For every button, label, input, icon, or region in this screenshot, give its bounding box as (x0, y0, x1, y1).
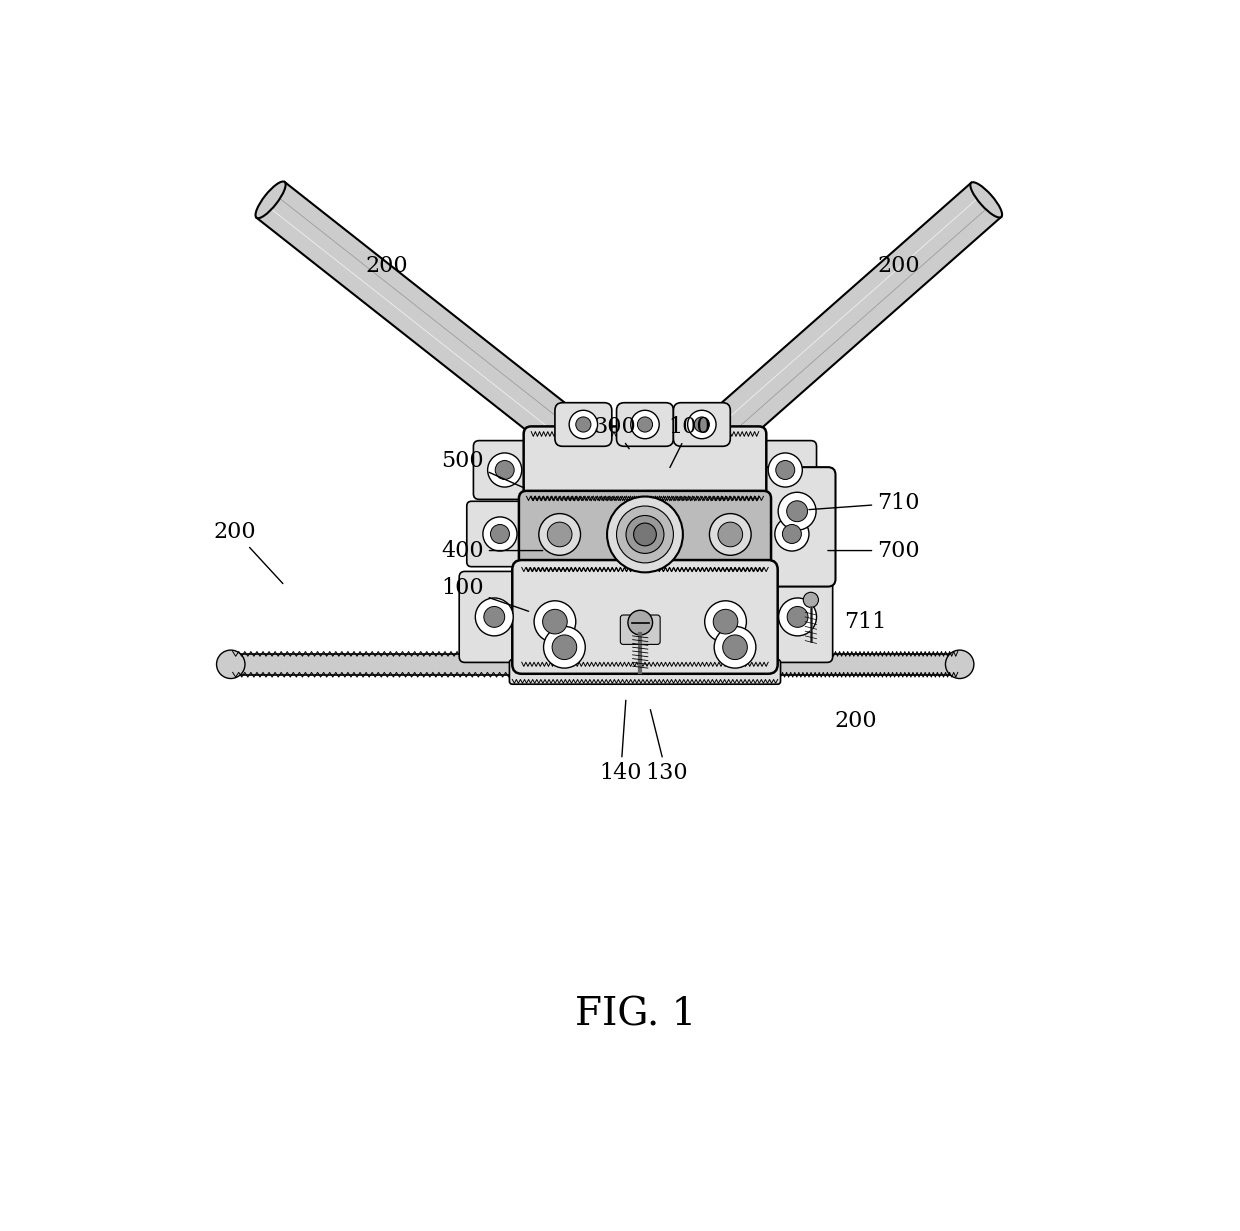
Circle shape (775, 517, 808, 551)
Circle shape (487, 453, 522, 487)
Circle shape (631, 410, 660, 438)
Circle shape (688, 410, 715, 438)
FancyBboxPatch shape (518, 491, 771, 577)
Ellipse shape (229, 654, 236, 675)
Circle shape (945, 650, 973, 678)
FancyBboxPatch shape (763, 571, 832, 662)
Circle shape (769, 453, 802, 487)
Circle shape (547, 522, 572, 547)
Ellipse shape (255, 181, 285, 218)
Circle shape (786, 501, 807, 522)
Text: 300: 300 (593, 416, 636, 449)
FancyBboxPatch shape (759, 467, 836, 587)
FancyBboxPatch shape (510, 660, 780, 684)
FancyBboxPatch shape (673, 403, 730, 447)
Circle shape (709, 513, 751, 555)
Text: 200: 200 (213, 521, 283, 583)
Text: 700: 700 (828, 539, 920, 561)
Circle shape (779, 598, 817, 636)
Circle shape (484, 607, 505, 628)
Circle shape (804, 592, 818, 607)
Text: 200: 200 (835, 710, 877, 732)
Text: 140: 140 (599, 700, 642, 784)
Text: 500: 500 (441, 449, 525, 487)
FancyBboxPatch shape (523, 426, 766, 506)
Circle shape (482, 517, 517, 551)
Text: 200: 200 (366, 255, 408, 277)
Circle shape (569, 410, 598, 438)
FancyBboxPatch shape (616, 403, 673, 447)
Circle shape (495, 460, 515, 480)
Circle shape (552, 635, 577, 660)
Text: 100: 100 (668, 416, 712, 468)
Circle shape (704, 601, 746, 643)
Circle shape (634, 523, 656, 545)
Circle shape (491, 524, 510, 543)
Ellipse shape (971, 182, 1002, 218)
Polygon shape (233, 654, 536, 675)
Text: 711: 711 (844, 611, 887, 633)
Polygon shape (692, 182, 1001, 463)
Text: 710: 710 (808, 492, 920, 515)
Polygon shape (257, 182, 598, 464)
Circle shape (475, 598, 513, 636)
Ellipse shape (955, 654, 961, 675)
Circle shape (718, 522, 743, 547)
Text: FIG. 1: FIG. 1 (575, 997, 696, 1034)
Circle shape (626, 516, 663, 554)
Circle shape (575, 417, 591, 432)
Circle shape (627, 611, 652, 635)
Text: 400: 400 (441, 539, 543, 561)
Text: 200: 200 (877, 255, 920, 277)
FancyBboxPatch shape (759, 501, 825, 566)
Text: 130: 130 (645, 709, 688, 784)
FancyBboxPatch shape (474, 441, 537, 500)
Circle shape (637, 417, 652, 432)
FancyBboxPatch shape (620, 616, 660, 644)
Circle shape (787, 607, 808, 628)
FancyBboxPatch shape (466, 501, 533, 566)
Circle shape (723, 635, 748, 660)
Circle shape (779, 492, 816, 531)
Circle shape (539, 513, 580, 555)
Circle shape (534, 601, 575, 643)
Circle shape (543, 609, 567, 634)
Circle shape (694, 417, 709, 432)
FancyBboxPatch shape (459, 571, 529, 662)
Circle shape (782, 524, 801, 543)
Circle shape (713, 609, 738, 634)
Polygon shape (754, 654, 957, 675)
FancyBboxPatch shape (753, 441, 817, 500)
Circle shape (217, 650, 246, 678)
Circle shape (543, 627, 585, 668)
Circle shape (776, 460, 795, 480)
FancyBboxPatch shape (512, 560, 777, 673)
Circle shape (608, 496, 683, 572)
Text: 100: 100 (441, 577, 528, 612)
Circle shape (616, 506, 673, 563)
FancyBboxPatch shape (556, 403, 611, 447)
Circle shape (714, 627, 756, 668)
